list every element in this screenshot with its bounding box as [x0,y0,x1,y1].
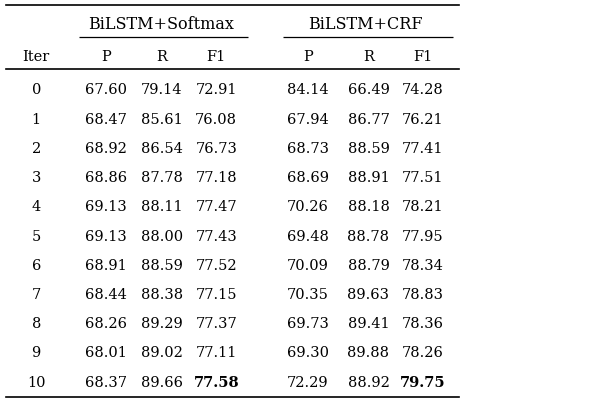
Text: 76.73: 76.73 [195,142,237,156]
Text: 77.47: 77.47 [196,200,237,214]
Text: 78.21: 78.21 [402,200,443,214]
Text: BiLSTM+CRF: BiLSTM+CRF [308,16,423,33]
Text: 0: 0 [31,83,41,97]
Text: 88.59: 88.59 [347,142,390,156]
Text: 69.48: 69.48 [287,229,329,243]
Text: 68.86: 68.86 [85,171,127,185]
Text: 88.00: 88.00 [141,229,183,243]
Text: 88.91: 88.91 [347,171,390,185]
Text: 1: 1 [31,112,41,126]
Text: P: P [303,50,313,64]
Text: BiLSTM+Softmax: BiLSTM+Softmax [88,16,234,33]
Text: R: R [156,50,167,64]
Text: 68.01: 68.01 [85,346,127,360]
Text: 68.73: 68.73 [287,142,329,156]
Text: F1: F1 [413,50,432,64]
Text: 79.14: 79.14 [141,83,182,97]
Text: Iter: Iter [22,50,50,64]
Text: 86.54: 86.54 [141,142,183,156]
Text: 77.15: 77.15 [196,287,237,301]
Text: 89.63: 89.63 [347,287,390,301]
Text: 87.78: 87.78 [141,171,183,185]
Text: 7: 7 [31,287,41,301]
Text: 68.91: 68.91 [85,258,127,272]
Text: 72.29: 72.29 [288,375,329,389]
Text: 88.38: 88.38 [141,287,183,301]
Text: 9: 9 [31,346,41,360]
Text: 66.49: 66.49 [347,83,390,97]
Text: 3: 3 [31,171,41,185]
Text: 74.28: 74.28 [402,83,444,97]
Text: 77.58: 77.58 [193,375,239,389]
Text: 69.13: 69.13 [85,229,127,243]
Text: 70.26: 70.26 [287,200,329,214]
Text: 70.35: 70.35 [287,287,329,301]
Text: 68.37: 68.37 [85,375,127,389]
Text: 67.94: 67.94 [287,112,329,126]
Text: 78.26: 78.26 [402,346,444,360]
Text: 77.52: 77.52 [196,258,237,272]
Text: 78.36: 78.36 [402,316,444,330]
Text: 77.41: 77.41 [402,142,443,156]
Text: 8: 8 [31,316,41,330]
Text: 77.11: 77.11 [196,346,237,360]
Text: 76.08: 76.08 [195,112,237,126]
Text: 69.73: 69.73 [287,316,329,330]
Text: 85.61: 85.61 [141,112,183,126]
Text: 77.95: 77.95 [402,229,443,243]
Text: 5: 5 [31,229,41,243]
Text: 68.69: 68.69 [287,171,329,185]
Text: 68.47: 68.47 [85,112,127,126]
Text: 79.75: 79.75 [400,375,446,389]
Text: R: R [363,50,374,64]
Text: 88.18: 88.18 [347,200,390,214]
Text: 88.92: 88.92 [347,375,390,389]
Text: 77.18: 77.18 [196,171,237,185]
Text: F1: F1 [207,50,226,64]
Text: 78.34: 78.34 [402,258,444,272]
Text: 70.09: 70.09 [287,258,329,272]
Text: 4: 4 [31,200,41,214]
Text: 88.78: 88.78 [347,229,390,243]
Text: 89.88: 89.88 [347,346,390,360]
Text: 88.79: 88.79 [347,258,390,272]
Text: 89.29: 89.29 [141,316,183,330]
Text: 68.26: 68.26 [85,316,127,330]
Text: 76.21: 76.21 [402,112,443,126]
Text: 68.44: 68.44 [85,287,127,301]
Text: 67.60: 67.60 [85,83,127,97]
Text: 77.51: 77.51 [402,171,443,185]
Text: 69.13: 69.13 [85,200,127,214]
Text: 86.77: 86.77 [347,112,390,126]
Text: 68.92: 68.92 [85,142,127,156]
Text: 88.59: 88.59 [141,258,183,272]
Text: 77.37: 77.37 [195,316,237,330]
Text: P: P [101,50,111,64]
Text: 84.14: 84.14 [288,83,329,97]
Text: 6: 6 [31,258,41,272]
Text: 78.83: 78.83 [402,287,444,301]
Text: 89.41: 89.41 [348,316,389,330]
Text: 2: 2 [31,142,41,156]
Text: 89.02: 89.02 [141,346,183,360]
Text: 69.30: 69.30 [287,346,329,360]
Text: 77.43: 77.43 [195,229,237,243]
Text: 88.11: 88.11 [141,200,182,214]
Text: 10: 10 [27,375,45,389]
Text: 72.91: 72.91 [196,83,237,97]
Text: 89.66: 89.66 [141,375,183,389]
